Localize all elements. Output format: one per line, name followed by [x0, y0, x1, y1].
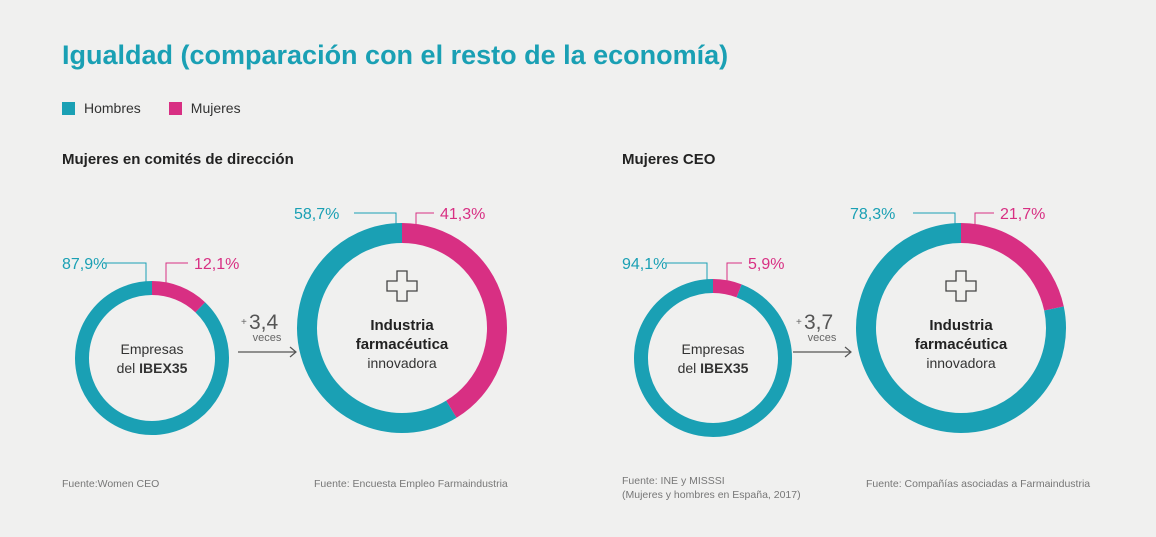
slice-mujeres	[151, 281, 206, 313]
source-ine-missi: Fuente: INE y MISSSI (Mujeres y hombres …	[622, 474, 801, 502]
legend-label-mujeres: Mujeres	[190, 100, 241, 116]
value-label-mujeres: 5,9%	[748, 256, 784, 273]
leader-line-hombres	[665, 262, 708, 281]
value-label-hombres: 87,9%	[62, 256, 107, 273]
donut-chart-4: 78,3% 21,7% Industria farmacéutica innovador…	[850, 206, 1066, 433]
legend-label-hombres: Hombres	[84, 100, 141, 116]
center-label-line2: farmacéutica	[356, 336, 449, 353]
slice-hombres	[75, 281, 229, 435]
source-ine-line2: (Mujeres y hombres en España, 2017)	[622, 489, 801, 501]
center-label-line1: Industria	[370, 317, 434, 334]
center-label-line1: Empresas	[681, 341, 744, 357]
comparison-factor: 3,4	[249, 311, 279, 334]
arrow-head-icon	[844, 346, 852, 358]
source-companias-farmaindustria: Fuente: Compañías asociadas a Farmaindus…	[866, 478, 1091, 490]
section-title-ceo: Mujeres CEO	[622, 151, 716, 168]
leader-line-hombres	[104, 262, 147, 283]
slice-hombres	[297, 223, 457, 433]
leader-line-mujeres	[165, 262, 188, 283]
legend-swatch-mujeres	[168, 101, 182, 115]
value-label-mujeres: 12,1%	[194, 256, 239, 273]
leader-line-mujeres	[415, 212, 434, 225]
legend-item-hombres: Hombres	[62, 100, 141, 116]
center-label-line1: Empresas	[120, 341, 183, 357]
legend-swatch-hombres	[62, 101, 75, 115]
legend-item-mujeres: Mujeres	[168, 100, 241, 116]
section-title-comites: Mujeres en comités de dirección	[62, 151, 294, 168]
source-encuesta-farmaindustria: Fuente: Encuesta Empleo Farmaindustria	[314, 478, 508, 490]
center-label-line2: farmacéutica	[915, 336, 1008, 353]
page-title: Igualdad (comparación con el resto de la…	[62, 40, 729, 70]
center-label-line3: innovadora	[367, 355, 436, 371]
center-label-line2: del IBEX35	[117, 360, 188, 376]
value-label-hombres: 58,7%	[294, 206, 339, 223]
donut-chart-1: 87,9% 12,1% Empresas del IBEX35	[62, 256, 239, 435]
value-label-hombres: 94,1%	[622, 256, 667, 273]
medical-cross-icon	[945, 270, 977, 302]
slice-hombres	[634, 279, 792, 437]
value-label-mujeres: 21,7%	[1000, 206, 1045, 223]
leader-line-hombres	[913, 212, 956, 225]
comparison-unit: veces	[253, 332, 282, 344]
leader-line-mujeres	[726, 262, 742, 281]
slice-mujeres	[401, 223, 507, 418]
comparison-unit: veces	[808, 332, 837, 344]
medical-cross-icon	[386, 270, 418, 302]
slice-hombres	[856, 223, 1066, 433]
slice-mujeres	[712, 279, 742, 298]
leader-line-mujeres	[974, 212, 994, 225]
value-label-hombres: 78,3%	[850, 206, 895, 223]
slice-mujeres	[960, 223, 1064, 311]
donut-chart-2: 58,7% 41,3% Industria farmacéutica innovador…	[294, 206, 507, 433]
source-ine-line1: Fuente: INE y MISSSI	[622, 475, 725, 487]
center-label-line1: Industria	[929, 317, 993, 334]
leader-line-hombres	[354, 212, 397, 225]
comparison-prefix: +	[241, 317, 247, 328]
comparison-prefix: +	[796, 317, 802, 328]
arrow-head-icon	[289, 346, 297, 358]
donut-chart-3: 94,1% 5,9% Empresas del IBEX35	[622, 256, 792, 437]
value-label-mujeres: 41,3%	[440, 206, 485, 223]
comparison-factor: 3,7	[804, 311, 833, 334]
center-label-line3: innovadora	[926, 355, 995, 371]
legend: Hombres Mujeres	[62, 100, 269, 116]
center-label-line2: del IBEX35	[678, 360, 749, 376]
source-women-ceo: Fuente:Women CEO	[62, 478, 160, 490]
